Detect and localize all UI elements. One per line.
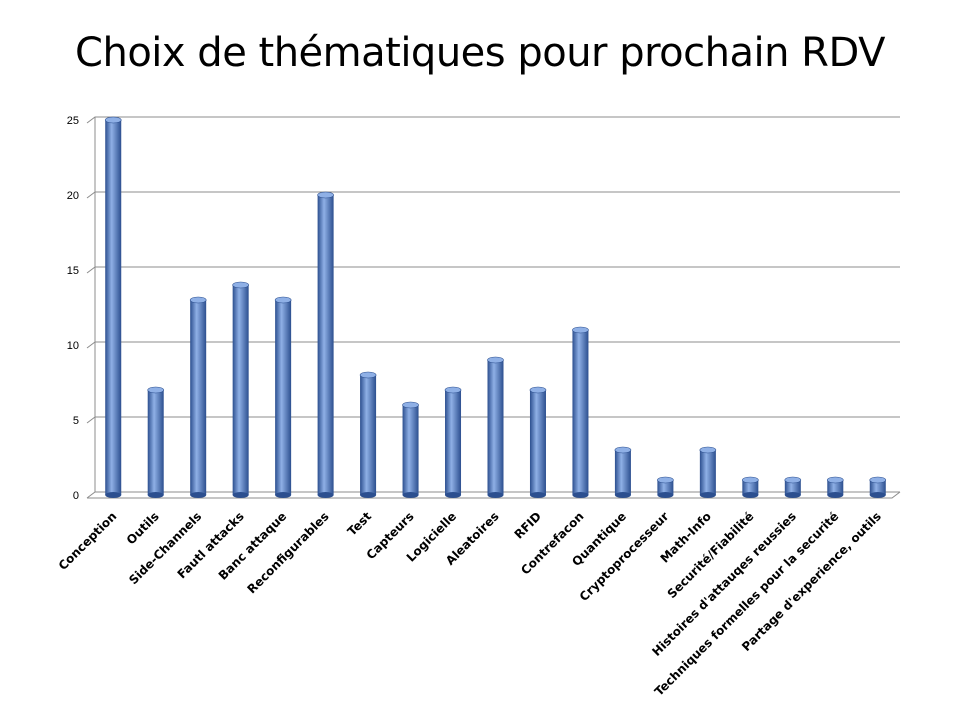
y-tick-label: 5 [73, 415, 79, 427]
y-tick-label: 15 [67, 265, 79, 277]
bar [529, 386, 547, 498]
y-tick-label: 20 [67, 190, 79, 202]
y-tick-labels: 0 5 10 15 20 25 [67, 115, 79, 502]
gridline [86, 341, 900, 349]
bar [572, 326, 589, 498]
x-tick-label: Side-Channels [126, 509, 204, 587]
x-tick-label: Outils [124, 509, 162, 547]
y-tick-label: 10 [67, 340, 79, 352]
bar [104, 116, 122, 498]
bar [232, 281, 249, 498]
chart-title: Choix de thématiques pour prochain RDV [75, 30, 885, 76]
bar [444, 386, 462, 498]
bar [359, 371, 377, 498]
bar [742, 476, 759, 498]
x-axis-line [87, 491, 901, 499]
gridline [86, 266, 900, 274]
bar [189, 296, 207, 498]
bars [104, 116, 887, 498]
y-tick-label: 25 [67, 115, 79, 127]
x-tick-label: Reconfigurables [245, 509, 332, 596]
bar [317, 191, 334, 498]
y-tick-label: 0 [73, 490, 79, 502]
bar [487, 356, 504, 498]
bar [402, 401, 419, 498]
bar [147, 386, 165, 498]
gridline [86, 116, 900, 124]
x-tick-label: Test [345, 509, 375, 539]
bar [784, 476, 802, 498]
bar [869, 476, 887, 498]
bar [657, 476, 674, 498]
x-tick-label: Conception [56, 509, 120, 573]
gridline [86, 191, 900, 199]
bar [826, 476, 844, 498]
bar [274, 296, 292, 498]
x-tick-label: RFID [512, 509, 544, 541]
bar [614, 446, 632, 498]
bar [699, 446, 717, 498]
axes [87, 117, 901, 499]
